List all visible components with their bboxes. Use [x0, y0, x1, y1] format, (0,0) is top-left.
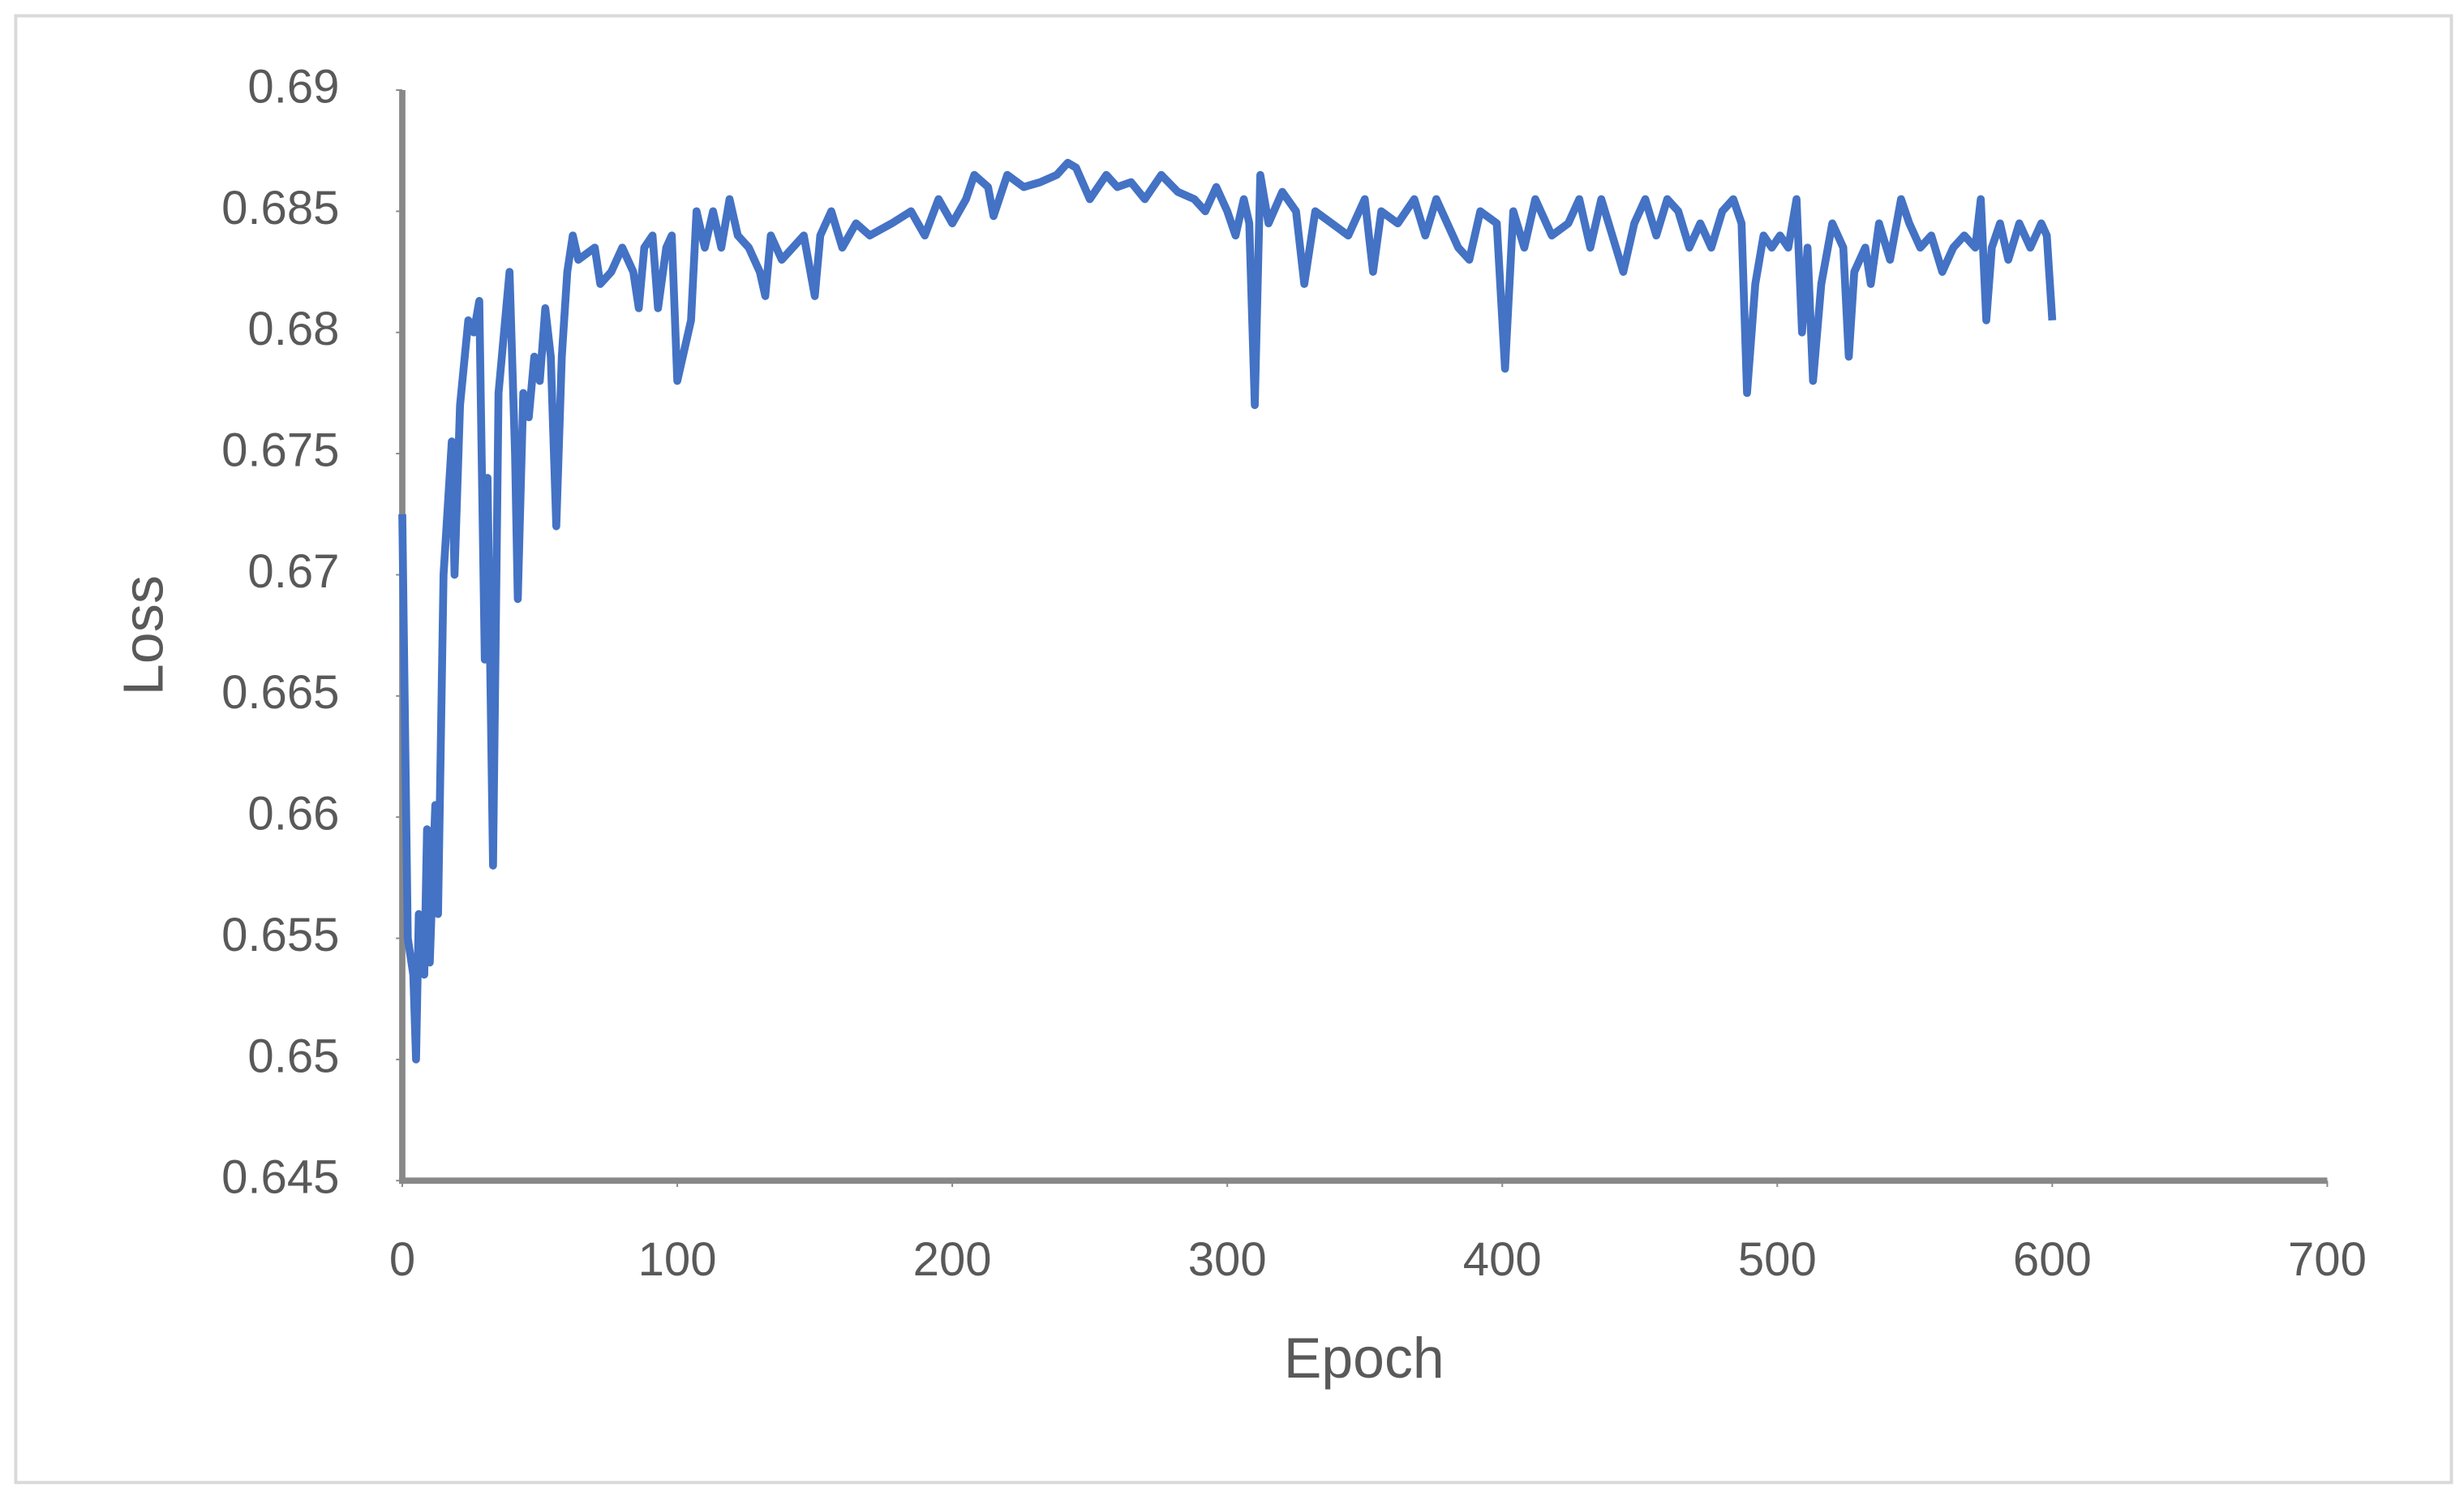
x-tick-label: 300: [1188, 1233, 1267, 1286]
x-tick-label: 700: [2288, 1233, 2367, 1286]
y-tick-label: 0.655: [221, 909, 339, 961]
y-tick-label: 0.685: [221, 182, 339, 234]
x-tick-label: 500: [1738, 1233, 1817, 1286]
x-tick-label: 100: [638, 1233, 717, 1286]
x-tick-label: 600: [2013, 1233, 2092, 1286]
y-tick-label: 0.675: [221, 424, 339, 476]
x-axis-title: Epoch: [1284, 1326, 1444, 1390]
x-tick-label: 400: [1463, 1233, 1542, 1286]
y-tick-label: 0.66: [247, 787, 339, 840]
y-tick-label: 0.645: [221, 1151, 339, 1204]
y-tick-label: 0.67: [247, 545, 339, 598]
loss-line: [398, 158, 2057, 1064]
x-tick-label: 200: [913, 1233, 992, 1286]
y-tick-label: 0.69: [247, 60, 339, 113]
y-tick-label: 0.65: [247, 1030, 339, 1082]
y-tick-label: 0.68: [247, 303, 339, 355]
y-tick-label: 0.665: [221, 666, 339, 719]
y-axis-title: Loss: [112, 575, 175, 695]
x-tick-label: 0: [389, 1233, 415, 1286]
